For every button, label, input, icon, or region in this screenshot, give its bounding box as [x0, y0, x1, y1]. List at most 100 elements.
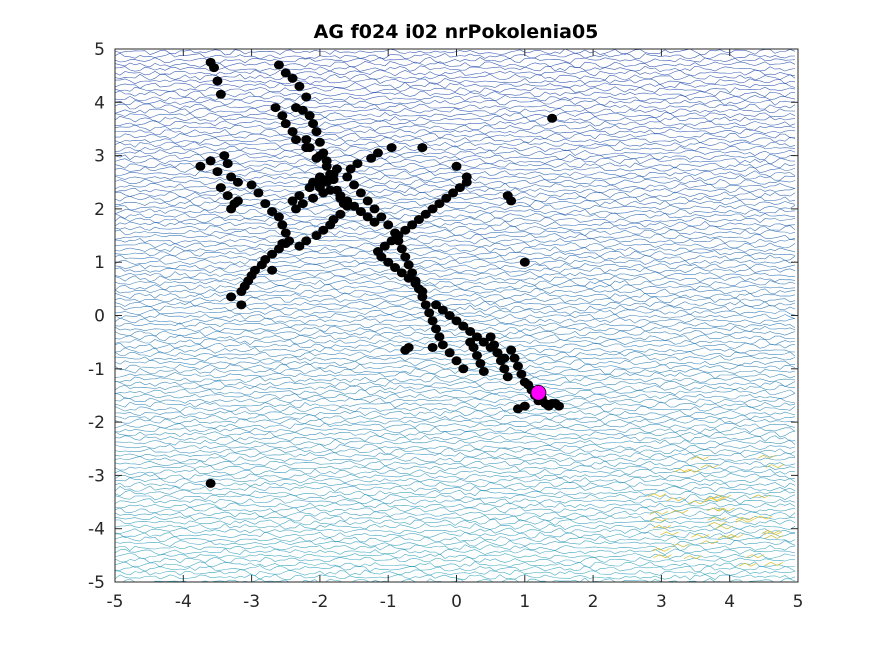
- population-point: [427, 342, 438, 352]
- population-point: [506, 345, 517, 355]
- contour-line: [649, 511, 669, 515]
- x-tick-label: 0: [451, 592, 462, 612]
- population-point: [451, 316, 462, 326]
- population-point: [280, 119, 291, 129]
- population-point: [437, 305, 448, 315]
- contour-line: [700, 540, 719, 545]
- contour-background: [115, 49, 796, 582]
- population-point: [437, 340, 448, 350]
- contour-line: [115, 447, 796, 455]
- x-tick-label: -1: [380, 592, 397, 612]
- contour-line: [115, 569, 796, 577]
- population-point: [277, 220, 288, 230]
- contour-line: [725, 534, 744, 538]
- population-point: [461, 172, 472, 182]
- chart-title: AG f024 i02 nrPokolenia05: [314, 21, 599, 43]
- population-point: [222, 159, 233, 169]
- population-point: [451, 161, 462, 171]
- population-point: [369, 204, 380, 214]
- population-point: [372, 148, 383, 158]
- population-point: [424, 308, 435, 318]
- contour-line: [652, 547, 671, 552]
- population-point: [512, 404, 523, 414]
- population-point: [393, 231, 404, 241]
- population-point: [301, 92, 312, 102]
- contour-line: [115, 535, 796, 543]
- population-point: [396, 244, 407, 254]
- contour-line: [115, 489, 796, 497]
- contour-line: [115, 544, 796, 551]
- contour-line: [115, 397, 796, 405]
- population-point: [304, 111, 315, 121]
- population-point: [267, 207, 278, 217]
- population-point: [335, 209, 346, 219]
- contour-line: [735, 516, 754, 521]
- y-tick-label: 5: [94, 40, 105, 60]
- population-point: [468, 342, 479, 352]
- population-point: [362, 212, 373, 222]
- contour-line: [115, 527, 796, 535]
- population-point: [246, 180, 257, 190]
- contour-line: [115, 49, 796, 56]
- contour-line: [115, 94, 796, 102]
- contour-line: [708, 521, 727, 526]
- population-point: [376, 212, 387, 222]
- population-point: [267, 249, 278, 259]
- contour-line: [115, 384, 795, 392]
- population-point: [355, 188, 366, 198]
- population-point: [219, 151, 230, 161]
- population-point: [325, 185, 336, 195]
- population-point: [471, 350, 482, 360]
- contour-line: [115, 573, 796, 581]
- population-point: [212, 76, 223, 86]
- contour-line: [115, 414, 796, 421]
- contour-line: [115, 141, 796, 148]
- population-point: [372, 247, 383, 257]
- population-point: [499, 353, 510, 363]
- contour-line: [115, 258, 796, 266]
- population-point: [226, 172, 237, 182]
- population-point: [301, 143, 312, 153]
- population-point: [420, 209, 431, 219]
- population-point: [471, 332, 482, 342]
- x-tick-label: 5: [793, 592, 804, 612]
- contour-line: [115, 149, 796, 157]
- population-point: [236, 287, 247, 297]
- population-point: [448, 188, 459, 198]
- contour-line: [115, 304, 796, 312]
- contour-line: [115, 220, 796, 228]
- population-point: [297, 105, 308, 115]
- population-point: [290, 135, 301, 145]
- population-point: [502, 372, 513, 382]
- population-point: [345, 164, 356, 174]
- population-point: [226, 292, 237, 302]
- population-point: [311, 127, 322, 137]
- contour-line: [115, 451, 796, 459]
- population-point: [427, 204, 438, 214]
- population-point: [403, 260, 414, 270]
- y-tick-label: -1: [88, 360, 105, 380]
- contour-line: [115, 262, 796, 270]
- contour-line: [115, 212, 796, 220]
- population-point: [349, 201, 360, 211]
- contour-line: [115, 78, 796, 85]
- contour-line: [115, 166, 796, 174]
- contour-line: [682, 468, 701, 473]
- population-point: [287, 73, 298, 83]
- contour-line: [115, 128, 796, 136]
- population-point: [232, 196, 243, 206]
- population-point: [431, 300, 442, 310]
- contour-line: [115, 73, 796, 81]
- contour-line: [115, 342, 796, 350]
- population-point: [297, 199, 308, 209]
- population-point: [349, 180, 360, 190]
- x-tick-label: -3: [243, 592, 260, 612]
- population-point: [294, 241, 305, 251]
- contour-line: [757, 454, 776, 459]
- contour-line: [115, 52, 796, 60]
- y-tick-label: -2: [88, 413, 105, 433]
- contour-line: [115, 216, 796, 224]
- x-tick-label: -2: [311, 592, 328, 612]
- contour-line: [115, 376, 796, 383]
- population-point: [465, 326, 476, 336]
